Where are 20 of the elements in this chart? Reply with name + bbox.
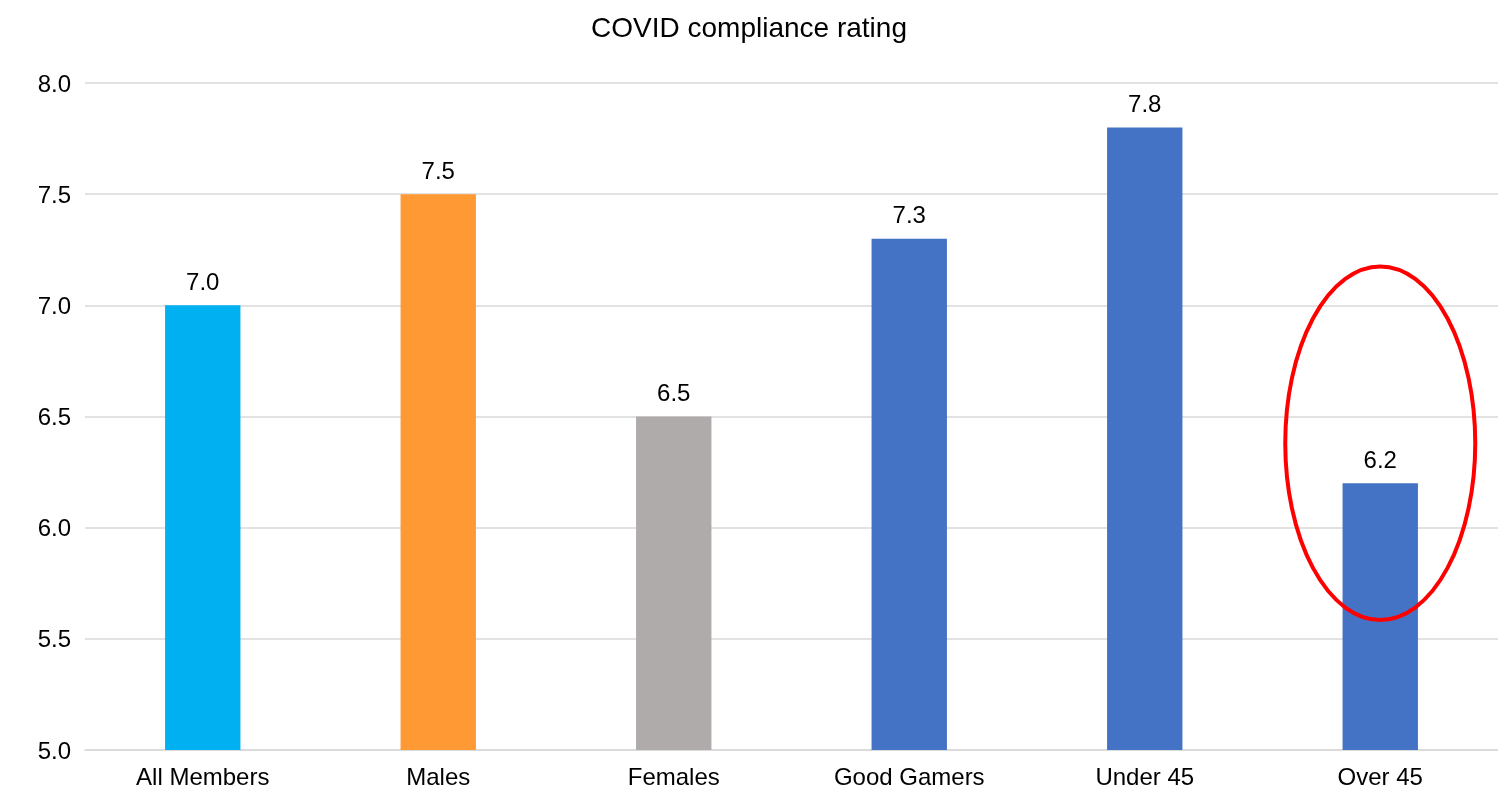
data-label: 7.3: [892, 201, 926, 229]
y-tick-label: 6.5: [37, 403, 71, 430]
x-tick-label: All Members: [136, 762, 270, 790]
data-label: 7.5: [421, 156, 455, 184]
chart-title: COVID compliance rating: [591, 11, 907, 43]
data-label: 6.2: [1363, 445, 1397, 473]
x-tick-label: Males: [406, 762, 471, 790]
y-tick-label: 8.0: [37, 69, 71, 97]
y-tick-label: 7.0: [37, 291, 71, 319]
data-label: 7.8: [1128, 89, 1162, 117]
x-tick-label: Over 45: [1337, 762, 1423, 790]
data-label: 7.0: [186, 267, 220, 295]
x-tick-label: Good Gamers: [833, 762, 985, 790]
y-tick-label: 5.5: [37, 625, 71, 653]
data-label: 6.5: [657, 379, 691, 406]
y-tick-label: 7.5: [37, 180, 71, 208]
y-tick-label: 5.0: [37, 736, 71, 764]
x-tick-label: Under 45: [1095, 762, 1195, 790]
x-tick-label: Females: [627, 762, 720, 790]
y-tick-label: 6.0: [37, 514, 71, 542]
